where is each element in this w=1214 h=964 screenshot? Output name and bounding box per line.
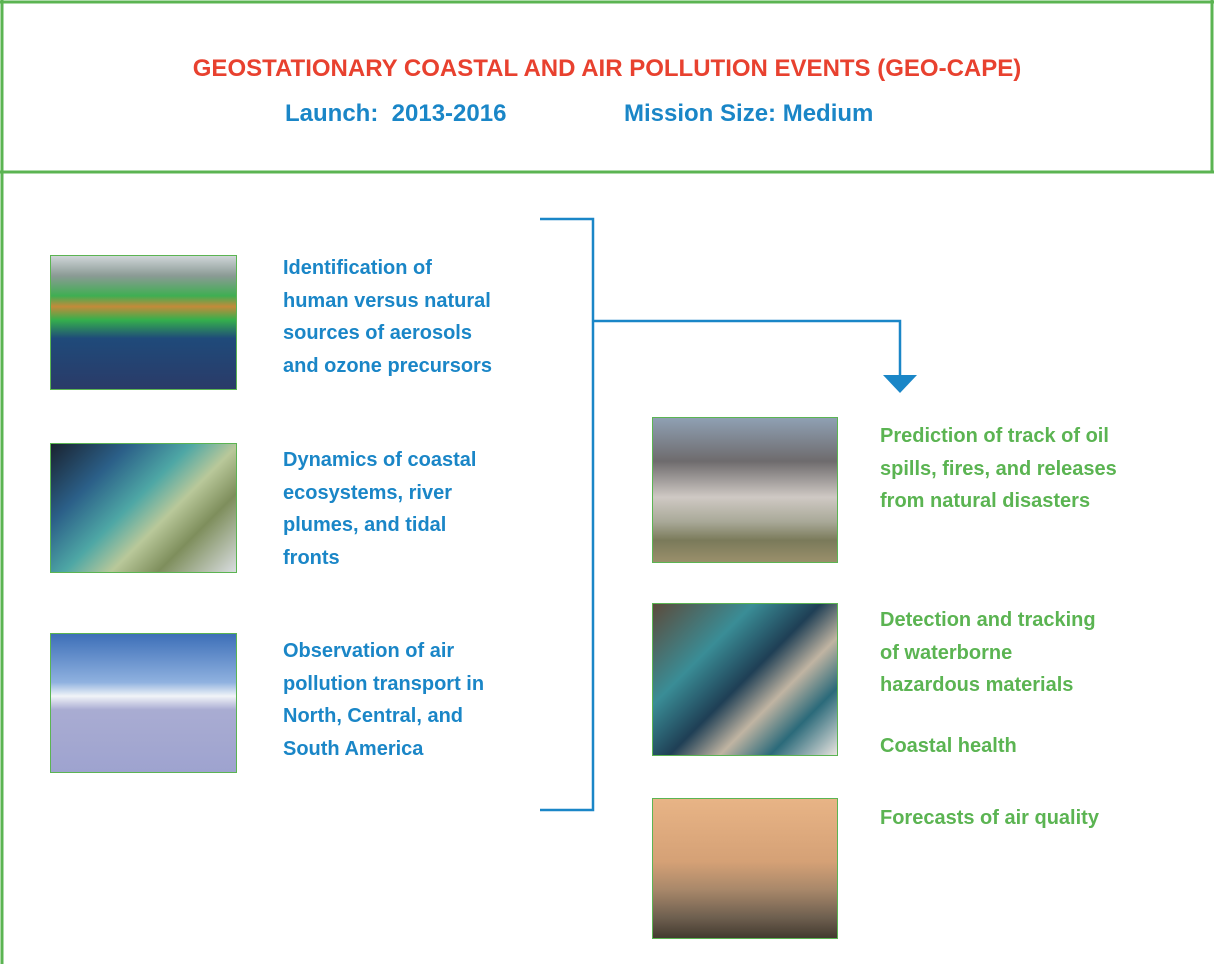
- item-text: Identification of human versus natural sou…: [283, 252, 492, 382]
- photo: [652, 798, 838, 939]
- text-line: North, Central, and: [283, 705, 464, 727]
- mission-size: Mission Size: Medium: [624, 100, 874, 127]
- text-line: Prediction of track of oil: [880, 425, 1109, 447]
- connector: [593, 319, 902, 378]
- text-line: ecosystems, river: [283, 481, 453, 504]
- photo: [50, 255, 237, 390]
- text-line: human versus natural: [283, 289, 491, 312]
- text-line: fronts: [283, 546, 340, 569]
- photo: [50, 633, 237, 773]
- text-line: spills, fires, and releases: [880, 457, 1117, 480]
- item-text: Observation of air pollution transport in…: [283, 635, 484, 765]
- text-line: Dynamics of coastal: [283, 449, 477, 471]
- bracket: [540, 217, 595, 812]
- item-text: Prediction of track of oil spills, fires,…: [880, 420, 1117, 518]
- photo: [652, 603, 838, 756]
- text-line: from natural disasters: [880, 490, 1091, 512]
- text-line: Detection and tracking: [880, 609, 1096, 631]
- photo: [50, 443, 237, 573]
- text-line: Observation of air: [283, 640, 455, 662]
- text-line: Identification of: [283, 257, 432, 279]
- launch: Launch: 2013-2016: [285, 100, 507, 127]
- text-line: South America: [283, 737, 424, 760]
- item-text: Coastal health: [880, 730, 1017, 763]
- text-line: Coastal health: [880, 735, 1017, 757]
- item-text: Dynamics of coastal ecosystems, river plum…: [283, 444, 476, 574]
- text-line: plumes, and tidal: [283, 514, 447, 536]
- text-line: Forecasts of air quality: [880, 807, 1099, 829]
- item-text: Detection and tracking of waterborne hazar…: [880, 604, 1096, 702]
- item-text: Forecasts of air quality: [880, 802, 1099, 835]
- text-line: hazardous materials: [880, 674, 1074, 696]
- text-line: pollution transport in: [283, 672, 485, 695]
- photo: [652, 417, 838, 563]
- text-line: of waterborne: [880, 641, 1013, 664]
- title: GEOSTATIONARY COASTAL AND AIR POLLUTION …: [192, 55, 1022, 82]
- text-line: and ozone precursors: [283, 354, 492, 377]
- arrow-head: [883, 375, 917, 393]
- text-line: sources of aerosols: [283, 322, 472, 344]
